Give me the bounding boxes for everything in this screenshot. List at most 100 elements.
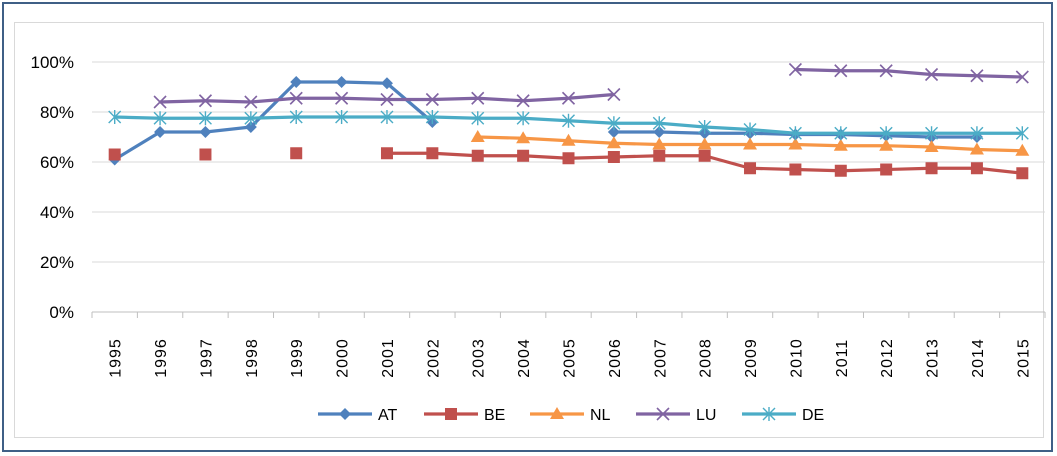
data-point [970, 162, 983, 175]
y-axis-ticks: 0% 20% 40% 60% 80% 100% [31, 53, 74, 322]
x-axis-ticks: 1995 1996 1997 1998 1999 2000 2001 2002 2003 2004… [91, 312, 1046, 378]
data-point [198, 111, 212, 126]
data-point [970, 126, 984, 141]
data-point [198, 94, 213, 108]
data-point [289, 110, 303, 124]
x-tick-label: 2007 [652, 338, 669, 378]
data-point [788, 137, 803, 150]
x-tick-label: 2004 [516, 338, 533, 378]
data-point [289, 91, 303, 105]
data-point [244, 111, 258, 126]
x-tick-label: 2000 [335, 338, 352, 378]
legend-label: AT [378, 407, 397, 424]
legend-label: NL [590, 407, 611, 424]
data-point [199, 148, 212, 161]
data-point [698, 120, 712, 134]
data-point [879, 64, 893, 78]
data-point [561, 91, 576, 105]
series-group [108, 62, 1030, 180]
data-point [656, 407, 670, 421]
data-point [743, 122, 757, 137]
data-point [834, 64, 848, 78]
y-tick-label: 80% [40, 103, 74, 122]
data-point [880, 163, 893, 176]
y-tick-label: 60% [40, 153, 74, 172]
data-point [380, 147, 393, 160]
x-tick-label: 1998 [244, 338, 261, 378]
legend-item-at: AT [318, 407, 397, 424]
data-point [607, 116, 621, 131]
data-point [924, 140, 939, 152]
data-point [425, 92, 439, 107]
data-point [516, 94, 530, 108]
data-point [425, 110, 439, 124]
data-point [561, 133, 576, 146]
data-point [834, 164, 847, 177]
data-point [562, 113, 575, 128]
data-point [471, 149, 484, 162]
data-point [290, 76, 303, 88]
series-be [108, 147, 1029, 180]
data-point [550, 407, 564, 419]
x-tick-label: 2012 [879, 338, 896, 378]
data-point [607, 126, 620, 138]
data-point [1016, 167, 1029, 180]
legend-item-lu: LU [636, 407, 716, 424]
data-point [606, 136, 621, 149]
data-point [879, 138, 894, 151]
data-point [788, 126, 802, 141]
data-point [290, 147, 303, 160]
data-point [380, 110, 394, 124]
y-tick-label: 100% [31, 53, 74, 72]
legend-label: LU [696, 407, 716, 424]
series-lu [153, 62, 1029, 109]
x-tick-label: 2015 [1015, 338, 1032, 378]
legend-item-de: DE [742, 407, 824, 424]
y-tick-label: 0% [49, 303, 74, 322]
data-point [743, 137, 758, 150]
data-point [471, 111, 485, 126]
x-tick-label: 2014 [970, 338, 987, 378]
x-tick-label: 2011 [834, 339, 851, 377]
data-point [788, 62, 802, 77]
x-tick-label: 2010 [788, 338, 805, 378]
legend-item-nl: NL [530, 407, 611, 424]
data-point [339, 408, 351, 420]
data-point [244, 95, 258, 109]
chart-area [14, 22, 1044, 438]
data-point [653, 126, 666, 138]
data-point [1015, 126, 1029, 141]
data-point [969, 142, 984, 155]
data-point [970, 69, 984, 83]
data-point [925, 162, 938, 175]
data-point [562, 152, 575, 165]
data-point [471, 91, 485, 105]
data-point [879, 126, 893, 141]
data-point [1015, 70, 1029, 84]
data-point [697, 137, 712, 150]
data-point [833, 138, 848, 151]
data-point [516, 131, 531, 144]
x-tick-label: 1999 [289, 338, 306, 378]
data-point [445, 408, 457, 420]
data-point [153, 95, 167, 109]
data-point [744, 162, 757, 175]
data-point [925, 126, 939, 141]
data-point [426, 147, 439, 160]
series-de [108, 110, 1029, 141]
x-tick-label: 2006 [607, 338, 624, 378]
x-tick-label: 1995 [108, 338, 125, 378]
series-line [160, 92, 615, 104]
data-point [380, 77, 393, 90]
data-point [652, 137, 667, 150]
series-line [795, 67, 1023, 79]
legend-label: BE [484, 407, 505, 424]
series-line [113, 80, 434, 161]
data-point [607, 87, 621, 102]
data-point [335, 110, 349, 124]
series-nl [470, 130, 1030, 156]
data-point [924, 67, 939, 82]
data-point [244, 121, 257, 133]
